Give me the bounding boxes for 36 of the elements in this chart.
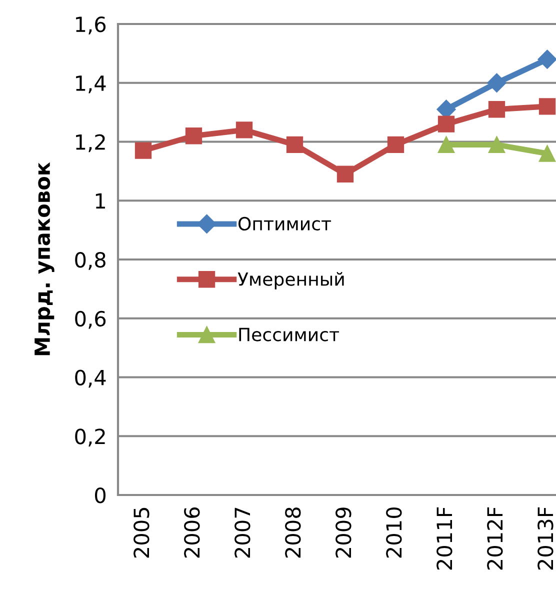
- point: [438, 116, 455, 132]
- point: [488, 101, 506, 118]
- y-tick-label: 0,6: [75, 310, 106, 329]
- point: [336, 166, 354, 182]
- y-tick-label: 0,4: [75, 370, 106, 388]
- x-tick-label: 2006: [184, 507, 200, 558]
- y-tick-label: 0,8: [75, 252, 106, 270]
- y-tick-label: 1: [96, 193, 105, 209]
- y-tick-label: 1,2: [76, 134, 105, 152]
- x-tick-label: 2008: [285, 508, 301, 558]
- legend-label: Пессимист: [239, 328, 340, 342]
- x-tick-label: 2010: [386, 507, 402, 558]
- y-axis-title: Млрд. упаковок: [34, 162, 54, 356]
- point: [438, 136, 455, 154]
- legend-label: Оптимист: [238, 216, 332, 231]
- x-tick-label: 2012F: [487, 507, 503, 570]
- y-tick-label: 1,4: [76, 76, 106, 94]
- point: [538, 50, 556, 69]
- legend-label: Умеренный: [238, 272, 344, 290]
- point: [538, 145, 556, 162]
- point: [387, 136, 404, 154]
- y-tick-label: 0: [95, 487, 106, 504]
- point: [487, 73, 506, 92]
- y-tick-label: 1,6: [76, 16, 106, 34]
- x-tick-label: 2005: [134, 508, 150, 558]
- point: [185, 128, 202, 144]
- point: [538, 98, 556, 115]
- point: [286, 136, 304, 154]
- x-tick-label: 2013F: [538, 507, 554, 570]
- x-tick-label: 2009: [336, 508, 352, 558]
- point: [488, 136, 506, 154]
- point: [236, 122, 253, 138]
- point: [134, 142, 152, 159]
- x-tick-label: 2011F: [436, 507, 452, 570]
- x-tick-label: 2007: [234, 508, 250, 558]
- y-tick-label: 0,2: [75, 428, 105, 446]
